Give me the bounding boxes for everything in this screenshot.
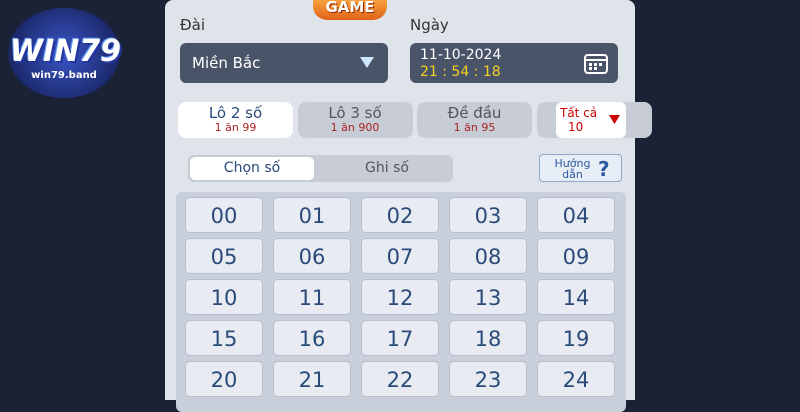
number-cell[interactable]: 08 [449,238,527,274]
number-cell[interactable]: 06 [273,238,351,274]
number-cell[interactable]: 11 [273,279,351,315]
bet-tab[interactable]: Lô 2 số 1 ăn 99 [178,102,293,138]
bet-tab[interactable]: Đề đầu 1 ăn 95 [417,102,532,138]
number-cell[interactable]: 05 [185,238,263,274]
dropdown-arrow [360,57,374,68]
number-cell[interactable]: 07 [361,238,439,274]
number-cell[interactable]: 18 [449,320,527,356]
number-cell[interactable]: 17 [361,320,439,356]
number-cell[interactable]: 09 [537,238,615,274]
filter-select[interactable]: Tất cả 10 [556,102,626,138]
number-cell[interactable]: 04 [537,197,615,233]
tab-odds: 1 ăn 95 [453,121,496,134]
help-icon: ? [598,157,610,181]
mode-tab[interactable]: Ghi số [365,160,409,176]
filter-arrow [609,115,620,124]
filter-label: Tất cả [560,106,598,120]
number-cell[interactable]: 21 [273,361,351,397]
help-button[interactable]: Hướng dẫn ? [539,154,622,182]
date-label: Ngày [410,16,449,34]
number-cell[interactable]: 01 [273,197,351,233]
number-cell[interactable]: 12 [361,279,439,315]
number-cell[interactable]: 03 [449,197,527,233]
number-cell[interactable]: 13 [449,279,527,315]
page: {"logo": {"brand": "WIN79", "site": "win… [8,0,652,412]
tab-name: Lô 3 số [328,104,382,122]
number-cell[interactable]: 16 [273,320,351,356]
help-text: Hướng dẫn [554,157,591,181]
date-box[interactable]: 11-10-2024 21 : 54 : 18 [410,43,618,83]
filter-count: 10 [568,120,584,134]
tab-name: Đề đầu [447,104,502,122]
number-cell[interactable]: 19 [537,320,615,356]
number-cell[interactable]: 14 [537,279,615,315]
date-value: 11-10-2024 [420,47,502,63]
number-cell[interactable]: 24 [537,361,615,397]
tab-odds: 1 ăn 99 [214,121,257,134]
number-cell[interactable]: 23 [449,361,527,397]
station-value: Miền Bắc [192,54,261,72]
number-cell[interactable]: 15 [185,320,263,356]
bet-tab[interactable]: Lô 3 số 1 ăn 900 [297,102,413,138]
number-cell[interactable]: 22 [361,361,439,397]
number-cell[interactable]: 02 [361,197,439,233]
logo-brand: WIN79 [10,34,122,69]
number-cell[interactable]: 00 [185,197,263,233]
calendar-icon [584,54,608,74]
station-label: Đài [180,16,205,34]
screen: WIN79 win79.band GAME Đài Ngày Miền Bắc … [8,0,652,412]
tab-odds: 1 ăn 900 [330,121,380,134]
tab-name: Lô 2 số [208,104,263,122]
logo-site: win79.band [31,70,97,81]
game-badge: GAME [313,0,387,20]
number-cell[interactable]: 10 [185,279,263,315]
time-value: 21 : 54 : 18 [420,64,501,80]
mode-tab[interactable]: Chọn số [190,157,314,180]
number-cell[interactable]: 20 [185,361,263,397]
station-select[interactable]: Miền Bắc [180,43,388,83]
logo-badge [8,8,120,98]
